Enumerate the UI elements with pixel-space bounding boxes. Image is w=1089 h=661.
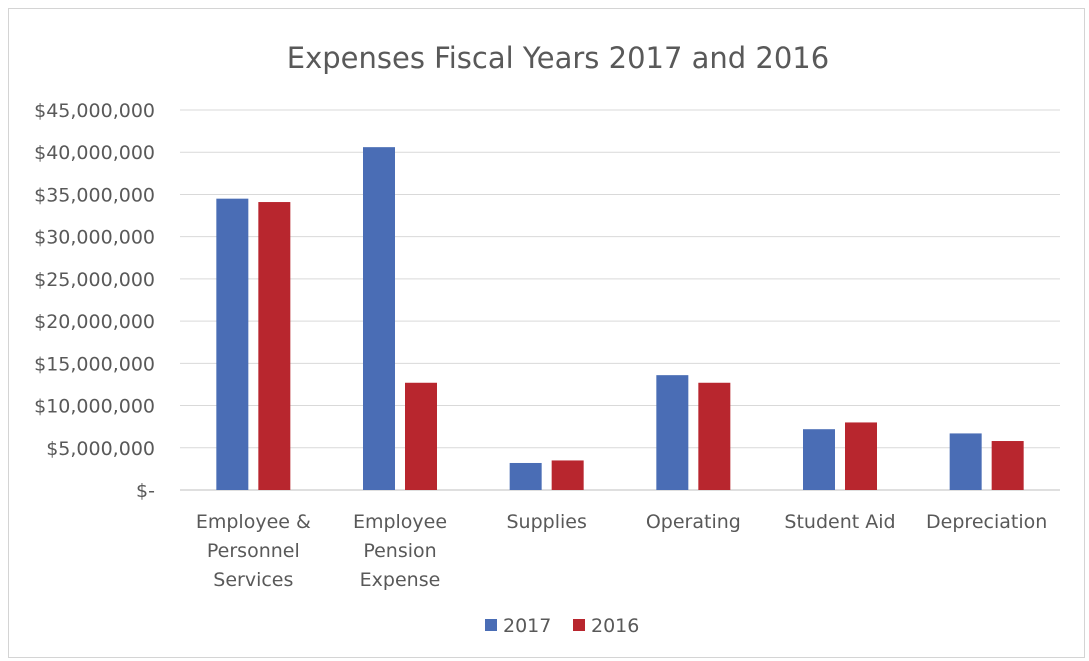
bar-2017-3: [656, 375, 689, 490]
y-tick-label: $40,000,000: [34, 142, 155, 164]
x-tick-label: Expense: [360, 569, 441, 591]
legend-swatch-2017: [485, 619, 497, 631]
x-tick-label: Pension: [363, 540, 436, 562]
legend: 2017 2016: [485, 615, 639, 637]
x-tick-label: Personnel: [207, 540, 300, 562]
bar-2016-4: [845, 422, 877, 490]
bar-2016-0: [258, 202, 291, 491]
bar-2017-2: [509, 462, 542, 490]
bar-2017-0: [216, 198, 249, 490]
gridlines: [180, 109, 1060, 491]
chart-frame: [8, 8, 1085, 658]
y-tick-label: $30,000,000: [34, 227, 155, 249]
bars: [216, 147, 1024, 491]
y-tick-label: $35,000,000: [34, 184, 155, 206]
bar-2017-1: [363, 147, 395, 490]
bar-2016-3: [698, 382, 731, 490]
y-tick-label: $5,000,000: [46, 438, 155, 460]
legend-swatch-2016: [573, 619, 585, 631]
bar-2016-5: [991, 441, 1024, 490]
bar-2017-5: [949, 433, 982, 490]
x-axis-ticks: Employee & Personnel Services Employee Pensi…: [196, 511, 1047, 591]
y-tick-label: $25,000,000: [34, 269, 155, 291]
x-tick-label: Employee: [353, 511, 447, 533]
chart-title: Expenses Fiscal Years 2017 and 2016: [287, 41, 829, 75]
legend-label: 2016: [591, 615, 639, 637]
x-tick-label: Supplies: [506, 511, 586, 533]
y-tick-label: $45,000,000: [34, 100, 155, 122]
x-tick-label: Services: [213, 569, 293, 591]
y-tick-label: $20,000,000: [34, 311, 155, 333]
x-tick-label: Depreciation: [926, 511, 1047, 533]
x-tick-label: Operating: [646, 511, 741, 533]
x-tick-label: Employee &: [196, 511, 311, 533]
x-tick-label: Student Aid: [784, 511, 895, 533]
bar-2017-4: [803, 429, 835, 490]
y-axis-ticks: $- $5,000,000 $10,000,000 $15,000,000 $20,00…: [34, 100, 155, 502]
legend-label: 2017: [503, 615, 551, 637]
y-tick-label: $10,000,000: [34, 396, 155, 418]
y-tick-label: $15,000,000: [34, 353, 155, 375]
y-tick-label: $-: [136, 480, 155, 502]
bar-2016-1: [405, 382, 437, 490]
bar-2016-2: [551, 460, 584, 490]
